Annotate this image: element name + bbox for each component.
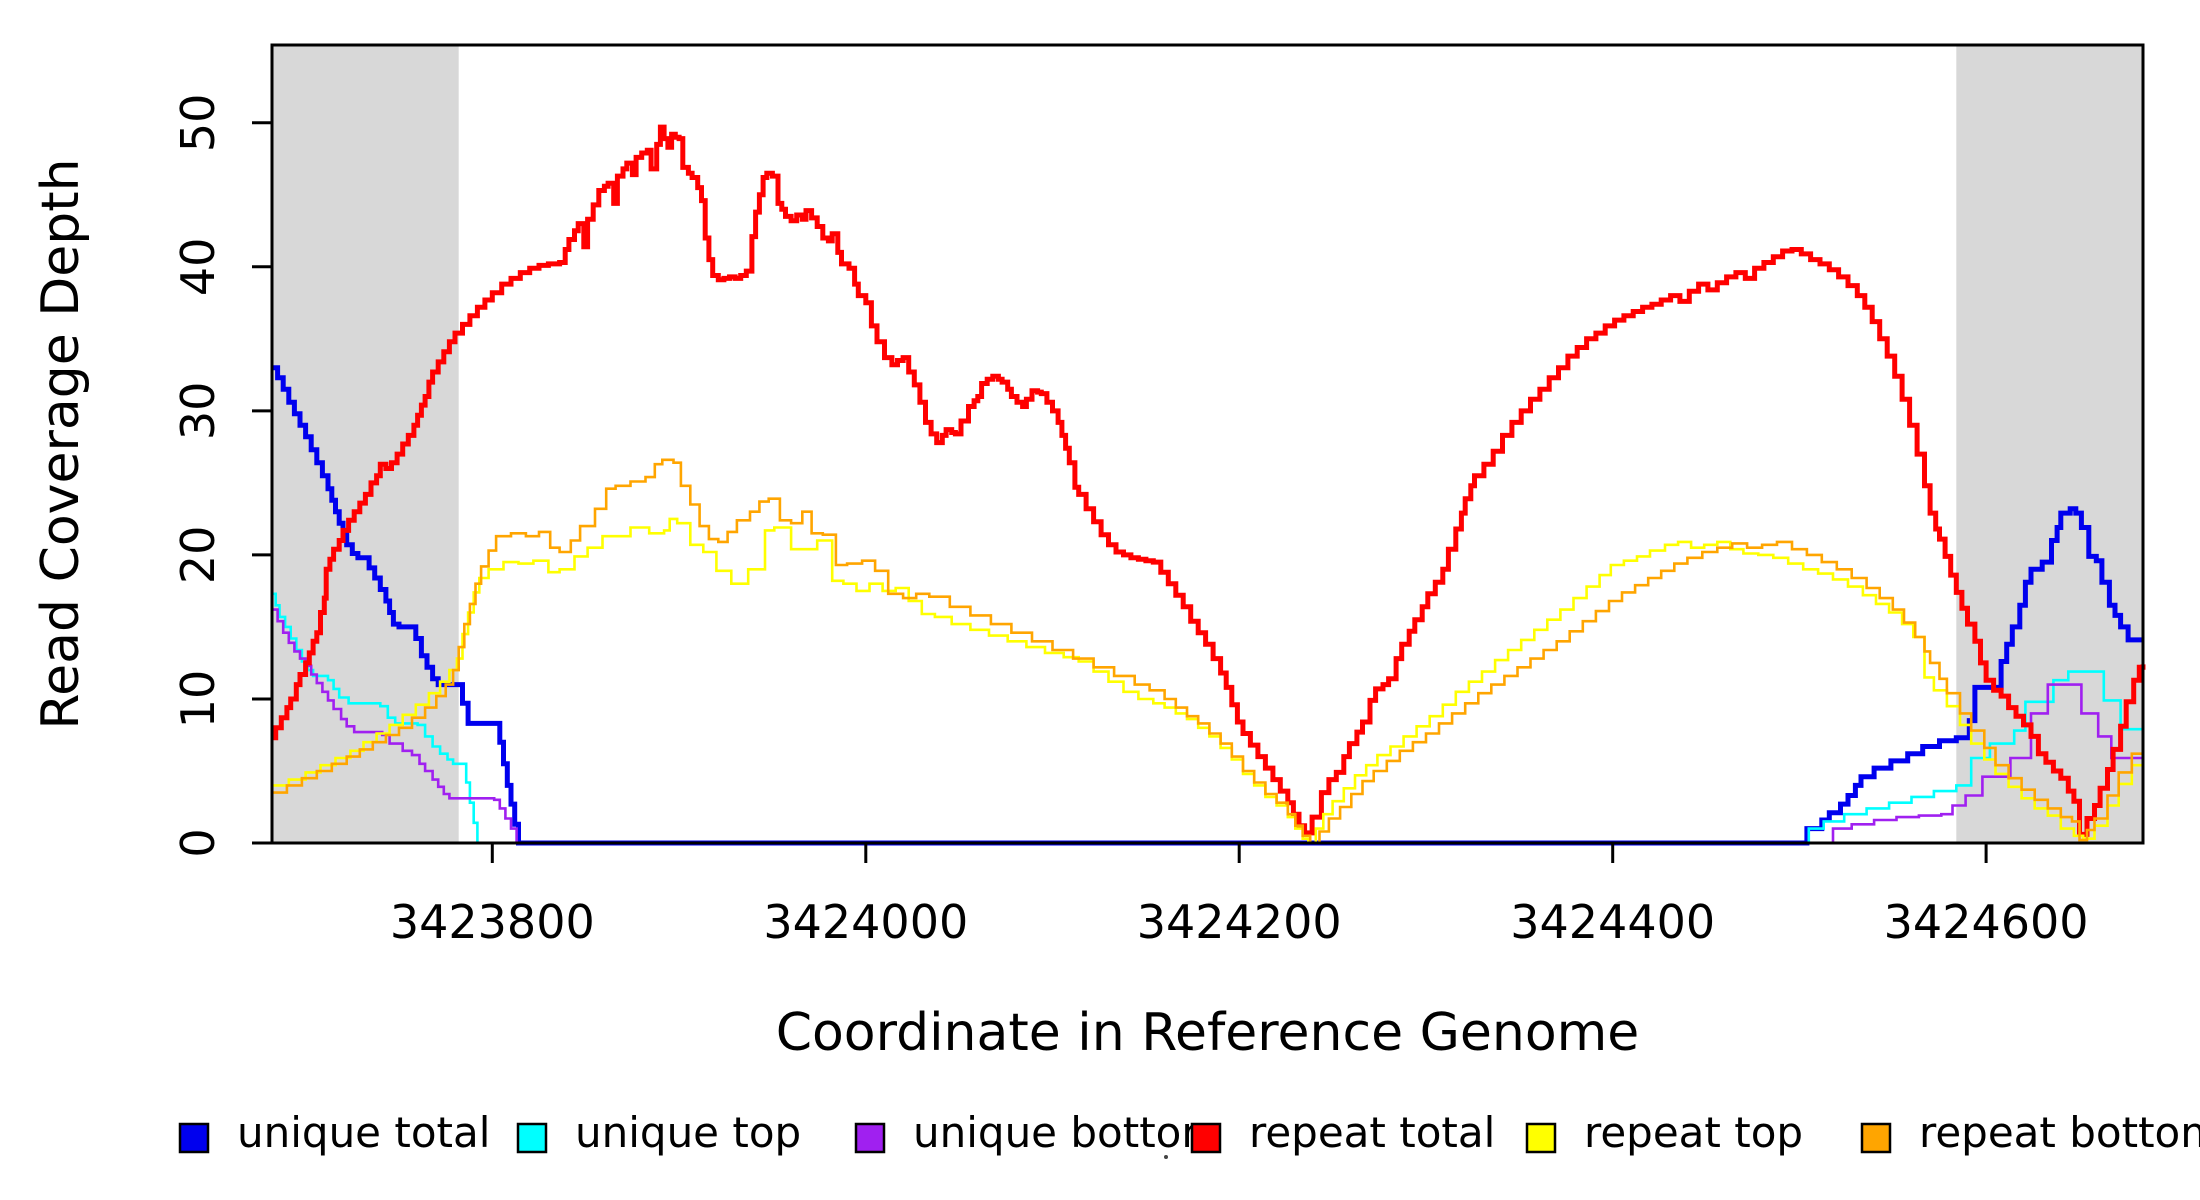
legend-swatch-unique-bottom (854, 1122, 886, 1154)
axis-labels: 3423800 3424000 3424200 3424400 3424600 0 10 20… (31, 94, 2089, 1063)
shaded-region (1956, 45, 2143, 843)
shaded-regions (272, 45, 2143, 843)
legend-label: repeat total (1249, 1108, 1495, 1157)
x-tick-label: 3424400 (1510, 895, 1715, 949)
x-tick-label: 3424000 (763, 895, 968, 949)
x-axis-title: Coordinate in Reference Genome (776, 1003, 1640, 1063)
legend-label: repeat bottom (1919, 1108, 2200, 1157)
series-line-repeat-top (272, 517, 2145, 845)
y-tick-label: 20 (171, 526, 225, 585)
legend: unique total unique top unique bottom repea… (178, 1108, 2200, 1159)
legend-swatch-repeat-top (1525, 1122, 1557, 1154)
y-tick-label: 10 (171, 670, 225, 729)
series-lines (272, 124, 2146, 846)
legend-swatch-unique-total (178, 1122, 210, 1154)
shaded-region (272, 45, 459, 843)
y-tick-label: 40 (171, 238, 225, 297)
y-tick-label: 50 (171, 94, 225, 153)
legend-label: unique total (237, 1108, 490, 1157)
series-line-repeat-bottom (272, 458, 2145, 845)
artifact-dot (1164, 1155, 1168, 1159)
y-tick-label: 30 (171, 382, 225, 441)
series-line-unique-bottom (272, 608, 2143, 845)
y-axis-title: Read Coverage Depth (31, 158, 91, 729)
x-tick-label: 3424600 (1884, 895, 2089, 949)
y-tick-label: 0 (171, 828, 225, 857)
legend-label: repeat top (1584, 1108, 1803, 1157)
legend-swatch-repeat-bottom (1860, 1122, 1892, 1154)
legend-swatch-unique-top (516, 1122, 548, 1154)
series-line-repeat-total (272, 124, 2146, 837)
legend-swatch-repeat-total (1190, 1122, 1222, 1154)
legend-label: unique bottom (913, 1108, 1222, 1157)
x-tick-label: 3423800 (390, 895, 595, 949)
axes (252, 43, 2145, 863)
plot-border (270, 43, 2145, 845)
legend-label: unique top (575, 1108, 801, 1157)
x-tick-label: 3424200 (1137, 895, 1342, 949)
series-line-unique-total (272, 365, 2143, 846)
